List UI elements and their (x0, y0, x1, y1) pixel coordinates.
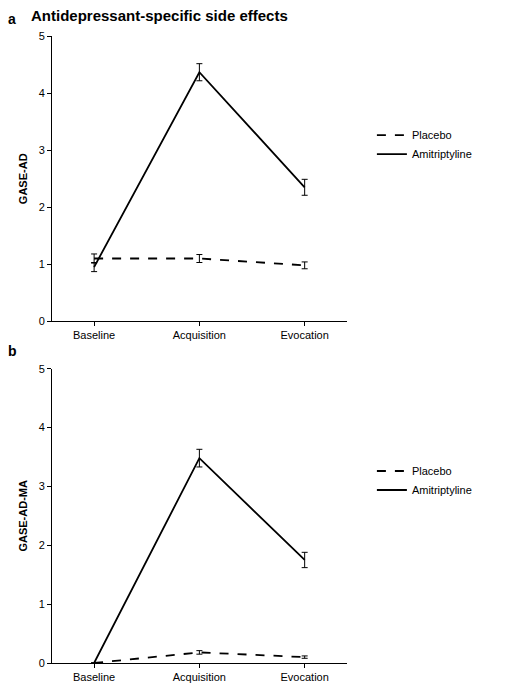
svg-text:Acquisition: Acquisition (173, 671, 226, 683)
svg-text:2: 2 (39, 201, 45, 213)
svg-text:Amitriptyline: Amitriptyline (412, 484, 472, 496)
svg-text:3: 3 (39, 480, 45, 492)
svg-text:Antidepressant-specific side e: Antidepressant-specific side effects (31, 7, 288, 24)
svg-text:3: 3 (39, 144, 45, 156)
svg-text:GASE-AD: GASE-AD (17, 153, 29, 204)
svg-text:Placebo: Placebo (412, 465, 452, 477)
svg-text:Baseline: Baseline (73, 329, 115, 341)
svg-text:4: 4 (39, 87, 45, 99)
svg-text:1: 1 (39, 258, 45, 270)
svg-text:Baseline: Baseline (73, 671, 115, 683)
svg-text:5: 5 (39, 30, 45, 42)
svg-text:Amitriptyline: Amitriptyline (412, 148, 472, 160)
svg-text:0: 0 (39, 657, 45, 669)
svg-text:2: 2 (39, 539, 45, 551)
svg-text:5: 5 (39, 363, 45, 375)
svg-text:Acquisition: Acquisition (173, 329, 226, 341)
svg-text:Evocation: Evocation (281, 329, 329, 341)
svg-text:4: 4 (39, 421, 45, 433)
svg-text:GASE-AD-MA: GASE-AD-MA (17, 480, 29, 552)
svg-text:1: 1 (39, 598, 45, 610)
svg-text:0: 0 (39, 315, 45, 327)
svg-text:Evocation: Evocation (281, 671, 329, 683)
svg-text:b: b (8, 343, 17, 359)
svg-text:a: a (8, 11, 16, 27)
svg-text:Placebo: Placebo (412, 129, 452, 141)
